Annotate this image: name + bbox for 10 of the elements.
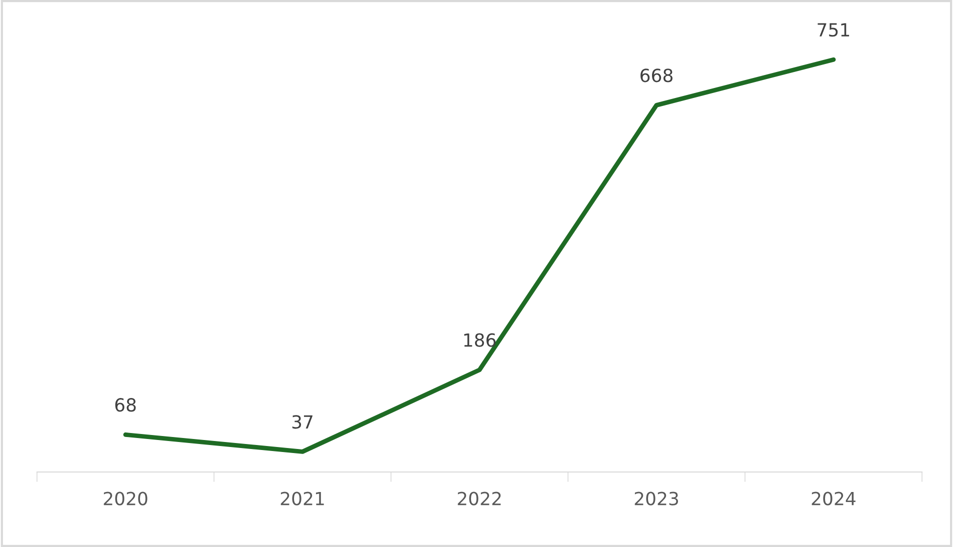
data-label: 751 bbox=[818, 23, 850, 37]
x-tick-label: 2023 bbox=[634, 492, 678, 506]
data-label: 68 bbox=[115, 398, 136, 412]
x-tick-label: 2024 bbox=[812, 492, 856, 506]
data-label: 37 bbox=[292, 415, 312, 429]
x-tick-label: 2021 bbox=[280, 492, 324, 506]
data-label: 186 bbox=[464, 333, 496, 347]
x-tick-label: 2022 bbox=[458, 492, 501, 506]
x-tick-label: 2020 bbox=[104, 492, 148, 506]
data-label: 668 bbox=[640, 68, 672, 82]
